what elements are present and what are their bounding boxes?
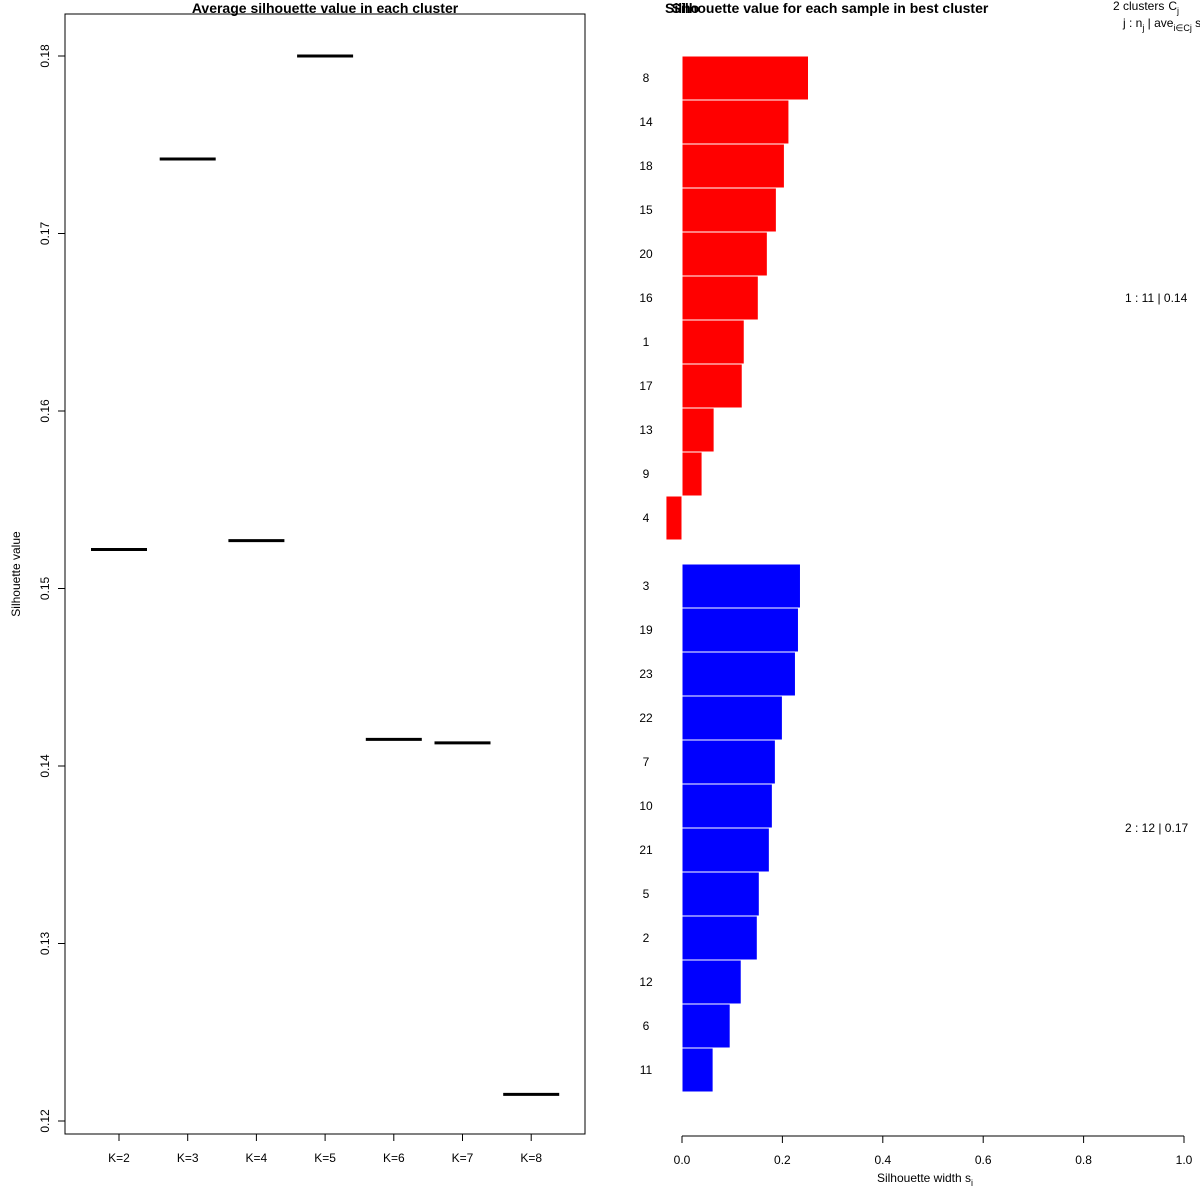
left-x-axis: K=2 K=3 K=4 K=5 K=6 K=7 K=8 [108, 1134, 542, 1165]
legend-header-line1: 2 clusters Cj [1113, 0, 1179, 16]
legend-symbol-sub: j [1176, 6, 1179, 16]
cluster-summaries: 1 : 11 | 0.14 2 : 12 | 0.17 [1125, 291, 1188, 835]
sample-label: 10 [639, 799, 653, 813]
x-tick-label: 0.2 [774, 1153, 791, 1167]
sample-label: 21 [639, 843, 653, 857]
silhouette-bar [681, 827, 770, 873]
right-data-bars: 8 14 18 15 20 16 1 17 13 9 4 3 19 23 22 7 10 21 5 2 12 6 11 [639, 55, 810, 1093]
x-tick-label: K=4 [246, 1151, 268, 1165]
silhouette-bar [681, 451, 703, 497]
sample-label: 22 [639, 711, 653, 725]
y-tick-label: 0.14 [38, 754, 52, 778]
right-chart-title: Silhouette value for each sample in best… [672, 0, 989, 16]
legend-ave-sub: i∈Cj [1173, 23, 1191, 33]
silhouette-bar [681, 1047, 714, 1093]
x-tick-label: K=5 [314, 1151, 336, 1165]
x-tick-label: 0.8 [1075, 1153, 1092, 1167]
silhouette-bar [681, 915, 758, 961]
y-tick-label: 0.12 [38, 1109, 52, 1133]
legend-row2-prefix: j : n [1122, 16, 1142, 30]
legend-cluster-count: 2 clusters [1113, 0, 1164, 13]
sample-label: 4 [643, 511, 650, 525]
silhouette-bar [681, 739, 776, 785]
x-tick-label: K=8 [520, 1151, 542, 1165]
legend-header-line2: j : nj | avei∈Cj s [1122, 16, 1200, 33]
left-data-segments [91, 54, 560, 1096]
sample-label: 15 [639, 203, 653, 217]
sample-label: 18 [639, 159, 653, 173]
sample-label: 13 [639, 423, 653, 437]
sample-label: 3 [643, 579, 650, 593]
left-plot-frame [64, 13, 586, 1135]
legend-row2-suffix: s [1192, 16, 1200, 30]
sample-label: 2 [643, 931, 650, 945]
right-chart-title-overlap: Silho [665, 0, 699, 16]
silhouette-bar [681, 607, 799, 653]
right-x-axis-label-main: Silhouette width s [877, 1171, 971, 1185]
silhouette-bar [681, 55, 810, 101]
silhouette-bar [681, 363, 743, 409]
silhouette-bar [665, 495, 683, 541]
y-tick-label: 0.17 [38, 221, 52, 245]
y-tick-label: 0.13 [38, 931, 52, 955]
x-tick-label: K=6 [383, 1151, 405, 1165]
left-chart-title: Average silhouette value in each cluster [192, 0, 459, 16]
silhouette-bar [681, 1003, 731, 1049]
sample-label: 20 [639, 247, 653, 261]
sample-label: 9 [643, 467, 650, 481]
sample-label: 23 [639, 667, 653, 681]
sample-label: 7 [643, 755, 650, 769]
sample-label: 5 [643, 887, 650, 901]
silhouette-bar [681, 407, 715, 453]
cluster-summary-label: 1 : 11 | 0.14 [1125, 291, 1188, 305]
silhouette-bar [681, 319, 745, 365]
y-tick-label: 0.16 [38, 399, 52, 423]
sample-label: 6 [643, 1019, 650, 1033]
sample-label: 11 [640, 1063, 653, 1077]
sample-label: 17 [639, 379, 653, 393]
silhouette-bar [681, 871, 760, 917]
silhouette-bar [681, 187, 777, 233]
legend-row2-mid: | ave [1144, 16, 1173, 30]
x-tick-label: 0.4 [874, 1153, 891, 1167]
x-tick-label: K=7 [452, 1151, 474, 1165]
left-panel: Average silhouette value in each cluster… [9, 0, 586, 1165]
legend-n-sub: j [1141, 23, 1144, 33]
silhouette-bar [681, 563, 801, 609]
x-tick-label: K=2 [108, 1151, 130, 1165]
sample-label: 1 [643, 335, 650, 349]
sample-label: 19 [639, 623, 653, 637]
silhouette-bar [681, 99, 790, 145]
sample-label: 16 [639, 291, 653, 305]
x-tick-label: 1.0 [1176, 1153, 1193, 1167]
cluster-summary-label: 2 : 12 | 0.17 [1125, 821, 1188, 835]
right-x-axis: 0.0 0.2 0.4 0.6 0.8 1.0 [674, 1135, 1193, 1167]
right-x-axis-label-sub: i [971, 1178, 973, 1188]
sample-label: 8 [643, 71, 650, 85]
silhouette-bar [681, 231, 768, 277]
sample-label: 14 [639, 115, 653, 129]
sample-label: 12 [639, 975, 653, 989]
silhouette-bar [681, 695, 783, 741]
silhouette-bar [681, 143, 785, 189]
legend-symbol: C [1168, 0, 1177, 13]
x-tick-label: K=3 [177, 1151, 199, 1165]
x-tick-label: 0.0 [674, 1153, 691, 1167]
left-y-axis: 0.12 0.13 0.14 0.15 0.16 0.17 0.18 [38, 44, 65, 1133]
silhouette-bar [681, 959, 742, 1005]
x-tick-label: 0.6 [975, 1153, 992, 1167]
right-x-axis-label: Silhouette width si [877, 1171, 973, 1188]
left-y-axis-label: Silhouette value [9, 531, 23, 617]
y-tick-label: 0.15 [38, 576, 52, 600]
y-tick-label: 0.18 [38, 44, 52, 68]
silhouette-bar [681, 783, 773, 829]
right-panel: Silho Silhouette value for each sample i… [639, 0, 1200, 1188]
cluster-legend-header: 2 clusters Cj j : nj | avei∈Cj s [1113, 0, 1200, 33]
silhouette-bar [681, 651, 796, 697]
silhouette-bar [681, 275, 759, 321]
